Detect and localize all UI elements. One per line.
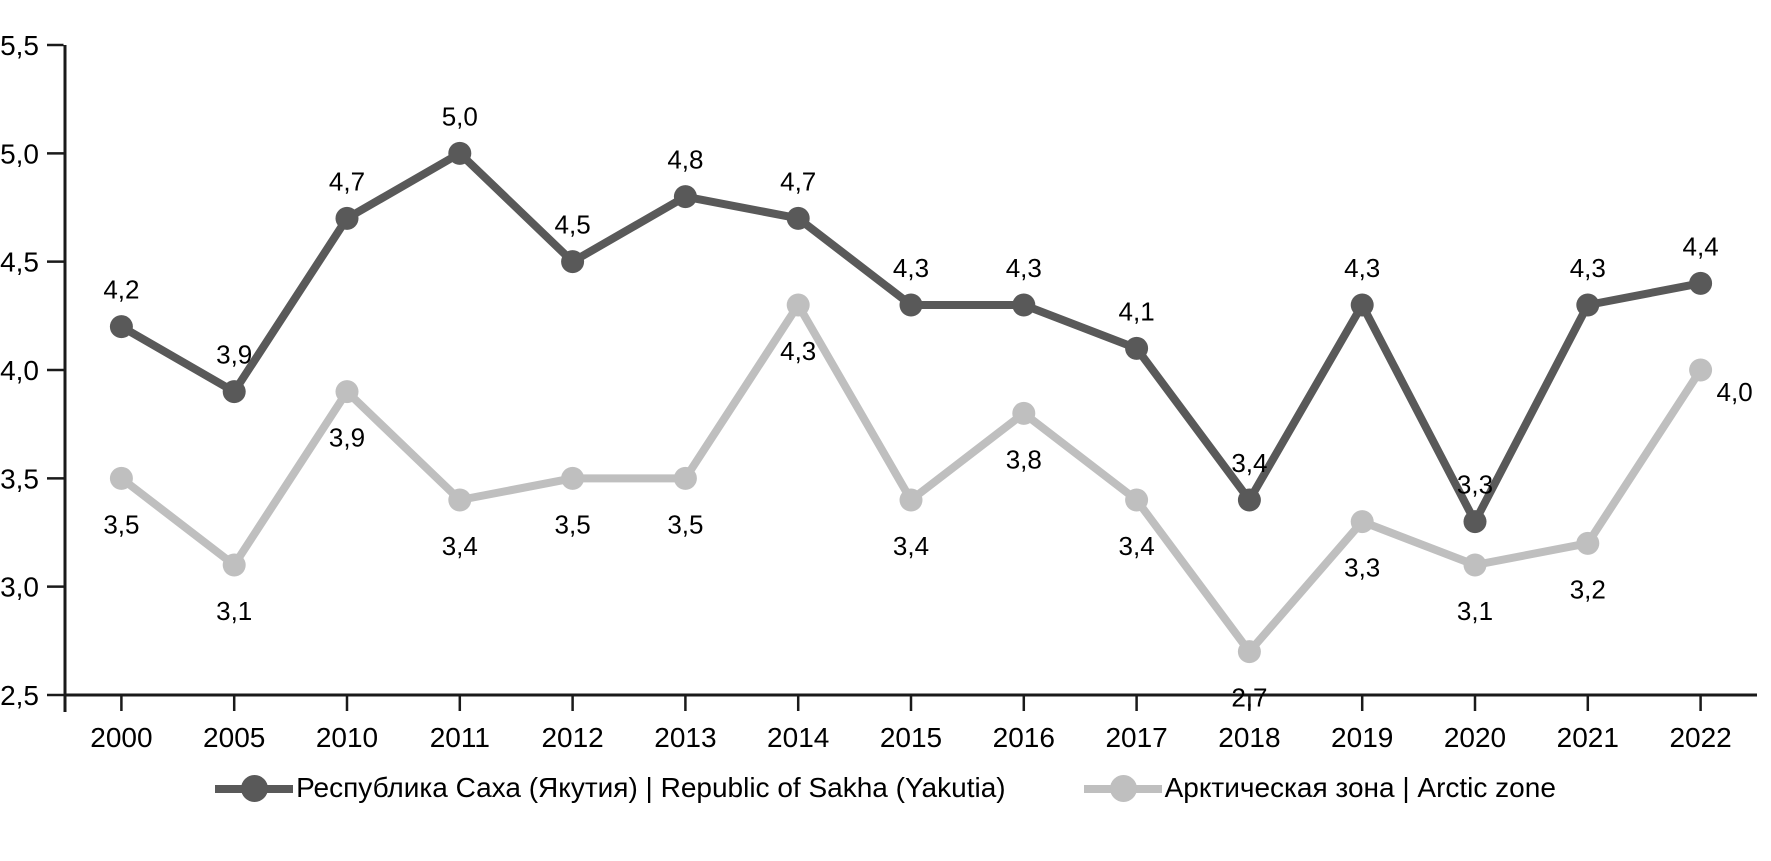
data-point-marker	[786, 206, 810, 230]
data-point-label: 3,3	[1344, 553, 1380, 583]
data-point-marker	[1012, 401, 1036, 425]
y-axis-tick-label: 2,5	[0, 680, 39, 711]
data-point-marker	[899, 293, 923, 317]
x-axis-tick-label: 2019	[1331, 722, 1393, 753]
data-point-marker	[222, 553, 246, 577]
data-point-label: 3,4	[893, 531, 929, 561]
data-point-label: 4,4	[1683, 231, 1719, 261]
data-point-label: 4,5	[555, 210, 591, 240]
data-point-marker	[561, 466, 585, 490]
data-point-marker	[1463, 510, 1487, 534]
data-point-label: 4,7	[780, 166, 816, 196]
x-axis-tick-label: 2010	[316, 722, 378, 753]
data-point-label: 3,8	[1006, 444, 1042, 474]
x-axis-tick-label: 2016	[993, 722, 1055, 753]
data-point-label: 3,3	[1457, 470, 1493, 500]
data-point-marker	[899, 488, 923, 512]
legend-item-sakha: Республика Саха (Якутия) | Republic of S…	[215, 772, 1006, 804]
x-axis-tick-label: 2021	[1557, 722, 1619, 753]
x-axis-tick-label: 2005	[203, 722, 265, 753]
data-point-label: 3,1	[216, 596, 252, 626]
data-point-label: 4,1	[1119, 296, 1155, 326]
x-axis-tick-label: 2017	[1105, 722, 1167, 753]
legend-label-arctic: Арктическая зона | Arctic zone	[1164, 772, 1556, 803]
data-point-marker	[1350, 510, 1374, 534]
series-line	[117, 149, 1705, 526]
data-point-label: 3,5	[555, 509, 591, 539]
data-point-label: 4,3	[1570, 253, 1606, 283]
data-point-marker	[335, 380, 359, 404]
x-axis-tick-label: 2012	[541, 722, 603, 753]
data-point-label: 5,0	[442, 101, 478, 131]
data-point-marker	[1237, 488, 1261, 512]
data-point-marker	[1125, 488, 1149, 512]
x-axis-tick-label: 2018	[1218, 722, 1280, 753]
legend-marker-sakha-icon	[215, 774, 294, 802]
data-point-marker	[786, 293, 810, 317]
data-point-marker	[673, 185, 697, 209]
data-point-label: 4,0	[1717, 377, 1753, 407]
data-point-label: 3,2	[1570, 574, 1606, 604]
y-axis-tick-label: 4,0	[0, 355, 39, 386]
data-point-label: 3,5	[103, 509, 139, 539]
data-point-marker	[1689, 358, 1713, 382]
chart-legend: Республика Саха (Якутия) | Republic of S…	[0, 772, 1771, 804]
legend-marker-arctic-icon	[1083, 774, 1162, 802]
data-point-marker	[335, 206, 359, 230]
data-point-label: 3,4	[1119, 531, 1155, 561]
data-point-marker	[448, 141, 472, 165]
data-point-marker	[561, 250, 585, 274]
legend-item-arctic: Арктическая зона | Arctic zone	[1083, 772, 1556, 804]
data-point-label: 4,3	[780, 336, 816, 366]
x-axis-tick-label: 2022	[1669, 722, 1731, 753]
data-point-marker	[1576, 293, 1600, 317]
data-point-label: 3,4	[442, 531, 478, 561]
data-point-marker	[109, 466, 133, 490]
data-point-label: 4,2	[103, 275, 139, 305]
data-point-marker	[222, 380, 246, 404]
x-axis-tick-label: 2011	[430, 722, 490, 753]
data-point-marker	[1125, 336, 1149, 360]
x-axis-tick-label: 2020	[1444, 722, 1506, 753]
x-axis-tick-label: 2000	[90, 722, 152, 753]
data-point-label: 3,4	[1231, 448, 1267, 478]
y-axis-tick-label: 5,0	[0, 138, 39, 169]
data-point-marker	[448, 488, 472, 512]
data-point-marker	[109, 315, 133, 339]
data-point-marker	[1237, 640, 1261, 664]
x-axis-tick-label: 2014	[767, 722, 829, 753]
data-point-label: 4,3	[893, 253, 929, 283]
data-point-marker	[673, 466, 697, 490]
data-point-marker	[1012, 293, 1036, 317]
y-axis-tick-label: 4,5	[0, 247, 39, 278]
x-axis-tick-label: 2013	[654, 722, 716, 753]
data-point-label: 3,5	[667, 509, 703, 539]
data-point-label: 4,3	[1344, 253, 1380, 283]
legend-label-sakha: Республика Саха (Якутия) | Republic of S…	[296, 772, 1006, 803]
y-axis-tick-label: 3,5	[0, 463, 39, 494]
data-point-label: 4,8	[667, 145, 703, 175]
data-point-label: 3,1	[1457, 596, 1493, 626]
data-point-label: 3,9	[329, 423, 365, 453]
data-point-label: 2,7	[1231, 683, 1267, 713]
data-point-marker	[1576, 531, 1600, 555]
x-axis-tick-label: 2015	[880, 722, 942, 753]
data-point-marker	[1689, 271, 1713, 295]
y-axis-tick-label: 3,0	[0, 572, 39, 603]
data-point-label: 4,7	[329, 166, 365, 196]
data-point-label: 4,3	[1006, 253, 1042, 283]
data-point-marker	[1350, 293, 1374, 317]
data-point-marker	[1463, 553, 1487, 577]
y-axis-tick-label: 5,5	[0, 30, 39, 61]
data-point-label: 3,9	[216, 340, 252, 370]
